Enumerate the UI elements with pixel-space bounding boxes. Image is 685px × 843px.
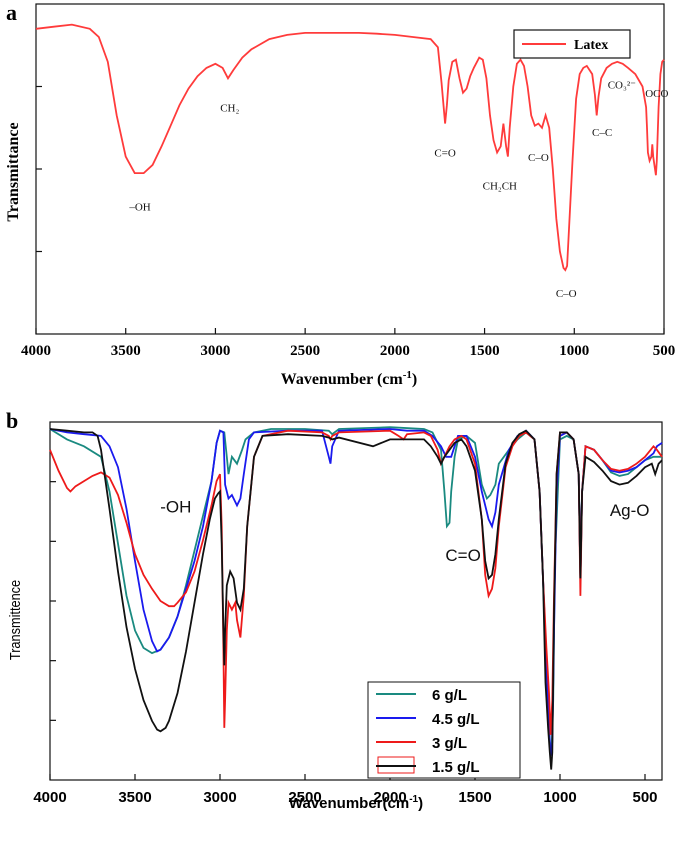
annotation-ch-ch: CH₂CH — [483, 181, 517, 193]
x-tick-label-1500: 1500 — [470, 343, 500, 359]
panel-b-legend-box — [367, 681, 521, 779]
panel-a-x-ticks: 4000 3500 3000 2500 2000 1500 1000 500 — [21, 328, 675, 359]
x-tick-label-3000: 3000 — [203, 789, 236, 806]
series-3-g-l-line — [49, 429, 663, 735]
annotation-c-o: C–O — [528, 152, 549, 164]
x-tick-label-1500: 1500 — [458, 789, 491, 806]
series-6-g-l-line — [49, 426, 662, 753]
annotation-ag-o: Ag-O — [610, 501, 650, 520]
panel-b-label: b — [6, 408, 18, 433]
panel-b-y-ticks — [50, 481, 56, 721]
legend-1-5-g-l-label: 1.5 g/L — [432, 759, 480, 776]
panel-a-y-axis-label: Transmittance — [5, 122, 22, 221]
x-tick-label-2000: 2000 — [380, 343, 410, 359]
x-tick-label-3500: 3500 — [111, 343, 141, 359]
annotation-ch: CH₂ — [220, 102, 239, 114]
annotation-c-o: C=O — [434, 148, 456, 160]
legend-3-g-l-label: 3 g/L — [432, 735, 467, 752]
annotation-oh: –OH — [128, 201, 150, 213]
panel-a-x-axis-label: Wavenumber (cm-1) — [281, 369, 417, 388]
annotation-c-o: C=O — [445, 546, 480, 565]
annotation-oco: OCO — [645, 88, 668, 100]
annotation-c-c: C–C — [592, 127, 612, 139]
x-tick-label-500: 500 — [632, 789, 657, 806]
panel-b-x-axis-label: Wavenumber(cm-1) — [289, 794, 423, 812]
latex-series-line — [35, 23, 665, 272]
panel-a-y-ticks — [36, 85, 42, 253]
panel-b: b 4000 3500 3000 2500 2000 1500 1000 500 -OH C=O… — [6, 408, 663, 812]
panel-b-x-ticks: 4000 3500 3000 2500 2000 1500 1000 500 — [33, 774, 658, 806]
x-tick-label-3000: 3000 — [200, 343, 230, 359]
panel-b-y-axis-label: Transmittence — [6, 580, 23, 660]
x-tick-label-500: 500 — [653, 343, 676, 359]
x-tick-label-4000: 4000 — [33, 789, 66, 806]
x-tick-label-1000: 1000 — [543, 789, 576, 806]
x-tick-label-2500: 2500 — [290, 343, 320, 359]
series-1-5-g-l-line — [49, 428, 663, 770]
annotation-c-o: C–O — [556, 288, 577, 300]
legend-4-5-g-l-label: 4.5 g/L — [432, 711, 480, 728]
panel-a-label: a — [6, 0, 17, 25]
x-tick-label-3500: 3500 — [118, 789, 151, 806]
annotation-oh: -OH — [160, 497, 191, 516]
legend-6-g-l-label: 6 g/L — [432, 687, 467, 704]
legend-latex-label: Latex — [574, 38, 608, 53]
panel-b-legend: 6 g/L 4.5 g/L 3 g/L 1.5 g/L — [367, 681, 521, 779]
annotation-co: CO₃²⁻ — [608, 80, 636, 92]
x-tick-label-1000: 1000 — [559, 343, 589, 359]
x-tick-label-2000: 2000 — [373, 789, 406, 806]
panel-a-annotations: –OH CH₂ C=O CH₂CH C–O C–O C–C CO₃²⁻ OCO — [128, 80, 668, 300]
x-tick-label-4000: 4000 — [21, 343, 51, 359]
panel-b-annotations: -OH C=O Ag-O — [160, 497, 649, 565]
panel-a: a 4000 3500 3000 2500 2000 1500 1000 500 –OH CH₂… — [5, 0, 675, 388]
panel-a-legend: Latex — [513, 29, 631, 59]
x-tick-label-2500: 2500 — [288, 789, 321, 806]
series-4-5-g-l-line — [49, 428, 663, 756]
